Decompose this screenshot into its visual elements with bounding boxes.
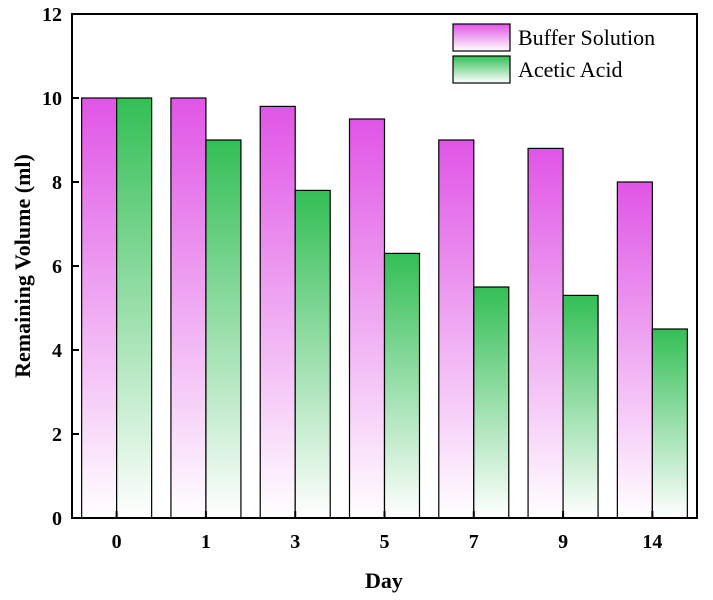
x-tick-label: 9 bbox=[558, 531, 568, 553]
legend: Buffer Solution Acetic Acid bbox=[452, 23, 655, 84]
x-axis-title: Day bbox=[365, 568, 403, 593]
x-tick-label: 7 bbox=[469, 531, 479, 553]
y-tick-label: 8 bbox=[52, 172, 62, 194]
bar-buffer-solution-day-5 bbox=[348, 118, 386, 519]
x-tick-label: 1 bbox=[201, 531, 211, 553]
y-axis: 0 2 4 6 8 10 12 bbox=[42, 4, 79, 530]
bar-acetic-acid-day-1 bbox=[205, 139, 242, 519]
bar-buffer-solution-day-9 bbox=[527, 147, 564, 519]
bar-buffer-solution-day-1 bbox=[170, 97, 207, 519]
y-tick-label: 6 bbox=[52, 256, 62, 278]
legend-label: Buffer Solution bbox=[518, 25, 655, 50]
bar-acetic-acid-day-0 bbox=[116, 97, 153, 519]
bar-acetic-acid-day-3 bbox=[294, 189, 331, 519]
y-tick-label: 4 bbox=[52, 340, 62, 362]
x-tick-label: 0 bbox=[112, 531, 122, 553]
y-tick-label: 2 bbox=[52, 424, 62, 446]
y-tick-label: 12 bbox=[42, 4, 62, 26]
bar-acetic-acid-day-9 bbox=[562, 294, 599, 519]
legend-swatch bbox=[452, 55, 511, 84]
bar-acetic-acid-day-7 bbox=[473, 286, 510, 519]
y-axis-title: Remaining Volume (ml) bbox=[10, 154, 35, 378]
x-tick-label: 3 bbox=[290, 531, 300, 553]
bar-acetic-acid-day-14 bbox=[651, 328, 688, 519]
bars-group bbox=[81, 97, 688, 519]
legend-label: Acetic Acid bbox=[518, 57, 622, 82]
x-tick-label: 14 bbox=[642, 531, 662, 553]
bar-buffer-solution-day-7 bbox=[438, 139, 475, 519]
bar-buffer-solution-day-0 bbox=[81, 97, 118, 519]
x-tick-label: 5 bbox=[380, 531, 390, 553]
bar-buffer-solution-day-3 bbox=[259, 105, 296, 519]
legend-swatch bbox=[452, 23, 511, 52]
y-tick-label: 10 bbox=[42, 88, 62, 110]
x-axis: 0 1 3 5 7 9 14 bbox=[112, 511, 662, 553]
bar-acetic-acid-day-5 bbox=[383, 252, 421, 519]
y-tick-label: 0 bbox=[52, 508, 62, 530]
bar-buffer-solution-day-14 bbox=[616, 181, 653, 519]
